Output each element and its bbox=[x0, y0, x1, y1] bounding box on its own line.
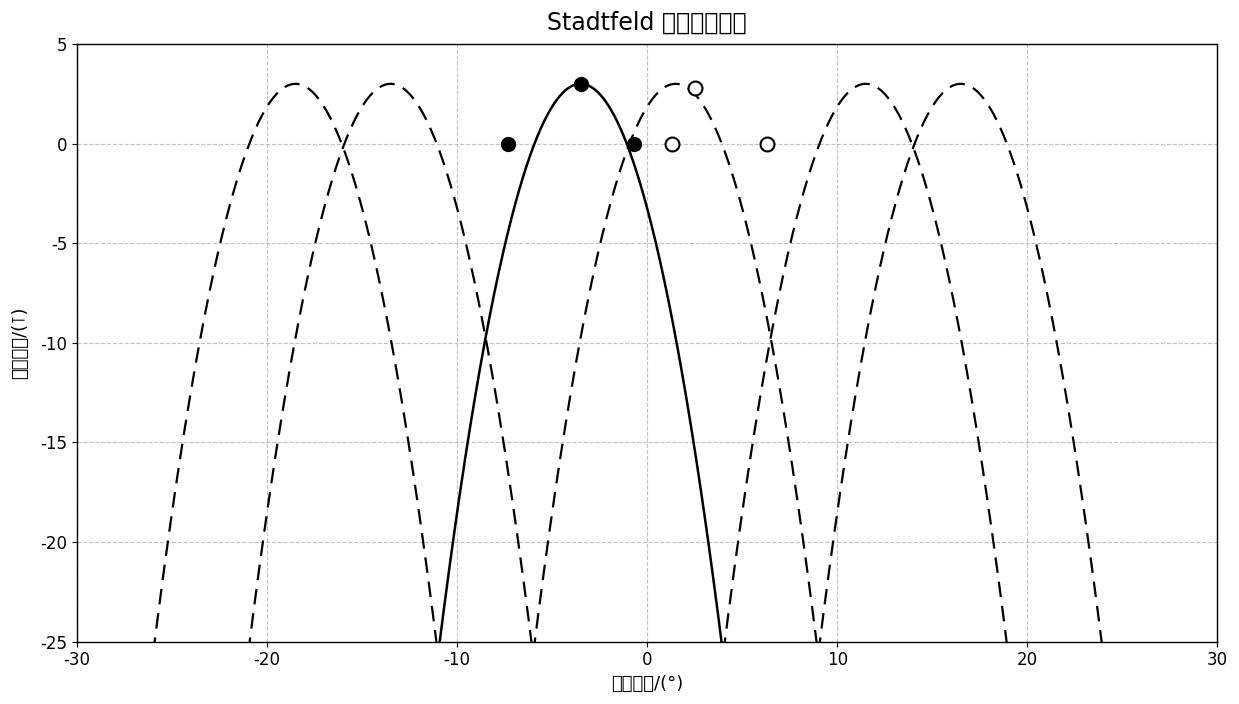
Y-axis label: 传动误差/(⊺): 传动误差/(⊺) bbox=[11, 306, 28, 379]
X-axis label: 小轮转角/(°): 小轮转角/(°) bbox=[611, 675, 683, 693]
Title: Stadtfeld 传动误差曲线: Stadtfeld 传动误差曲线 bbox=[548, 11, 747, 35]
